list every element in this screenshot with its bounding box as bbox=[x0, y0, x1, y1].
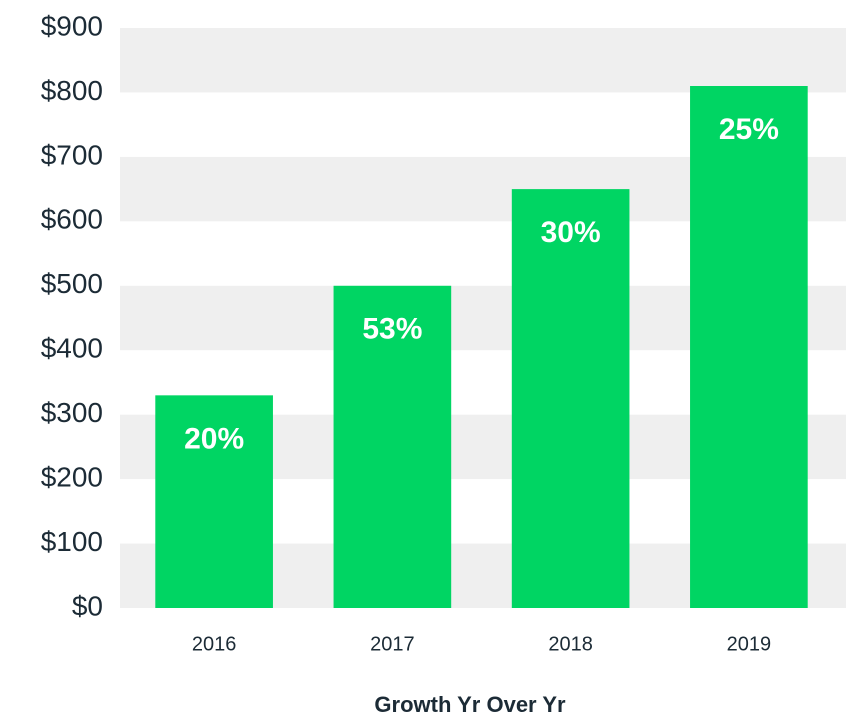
y-tick-label: $200 bbox=[41, 462, 103, 493]
grid-band bbox=[120, 28, 846, 93]
y-tick-label: $600 bbox=[41, 204, 103, 235]
y-tick-label: $100 bbox=[41, 526, 103, 557]
y-tick-label: $300 bbox=[41, 397, 103, 428]
bar bbox=[333, 285, 452, 608]
bar-annotation: 30% bbox=[541, 216, 601, 249]
x-tick-label: 2018 bbox=[548, 633, 593, 655]
bar bbox=[155, 395, 273, 608]
bar-annotation: 53% bbox=[362, 313, 422, 346]
x-tick-label: 2019 bbox=[727, 633, 772, 655]
bar-annotation: 20% bbox=[184, 422, 244, 455]
y-tick-label: $900 bbox=[41, 10, 103, 41]
y-tick-label: $700 bbox=[41, 139, 103, 170]
x-tick-label: 2017 bbox=[370, 633, 415, 655]
y-tick-label: $0 bbox=[72, 590, 103, 621]
y-tick-label: $800 bbox=[41, 75, 103, 106]
x-axis-label: Growth Yr Over Yr bbox=[374, 692, 566, 717]
y-tick-label: $500 bbox=[41, 268, 103, 299]
bar-annotation: 25% bbox=[719, 113, 779, 146]
bar bbox=[690, 86, 808, 608]
y-tick-label: $400 bbox=[41, 333, 103, 364]
x-tick-label: 2016 bbox=[192, 633, 237, 655]
bar bbox=[511, 189, 630, 608]
